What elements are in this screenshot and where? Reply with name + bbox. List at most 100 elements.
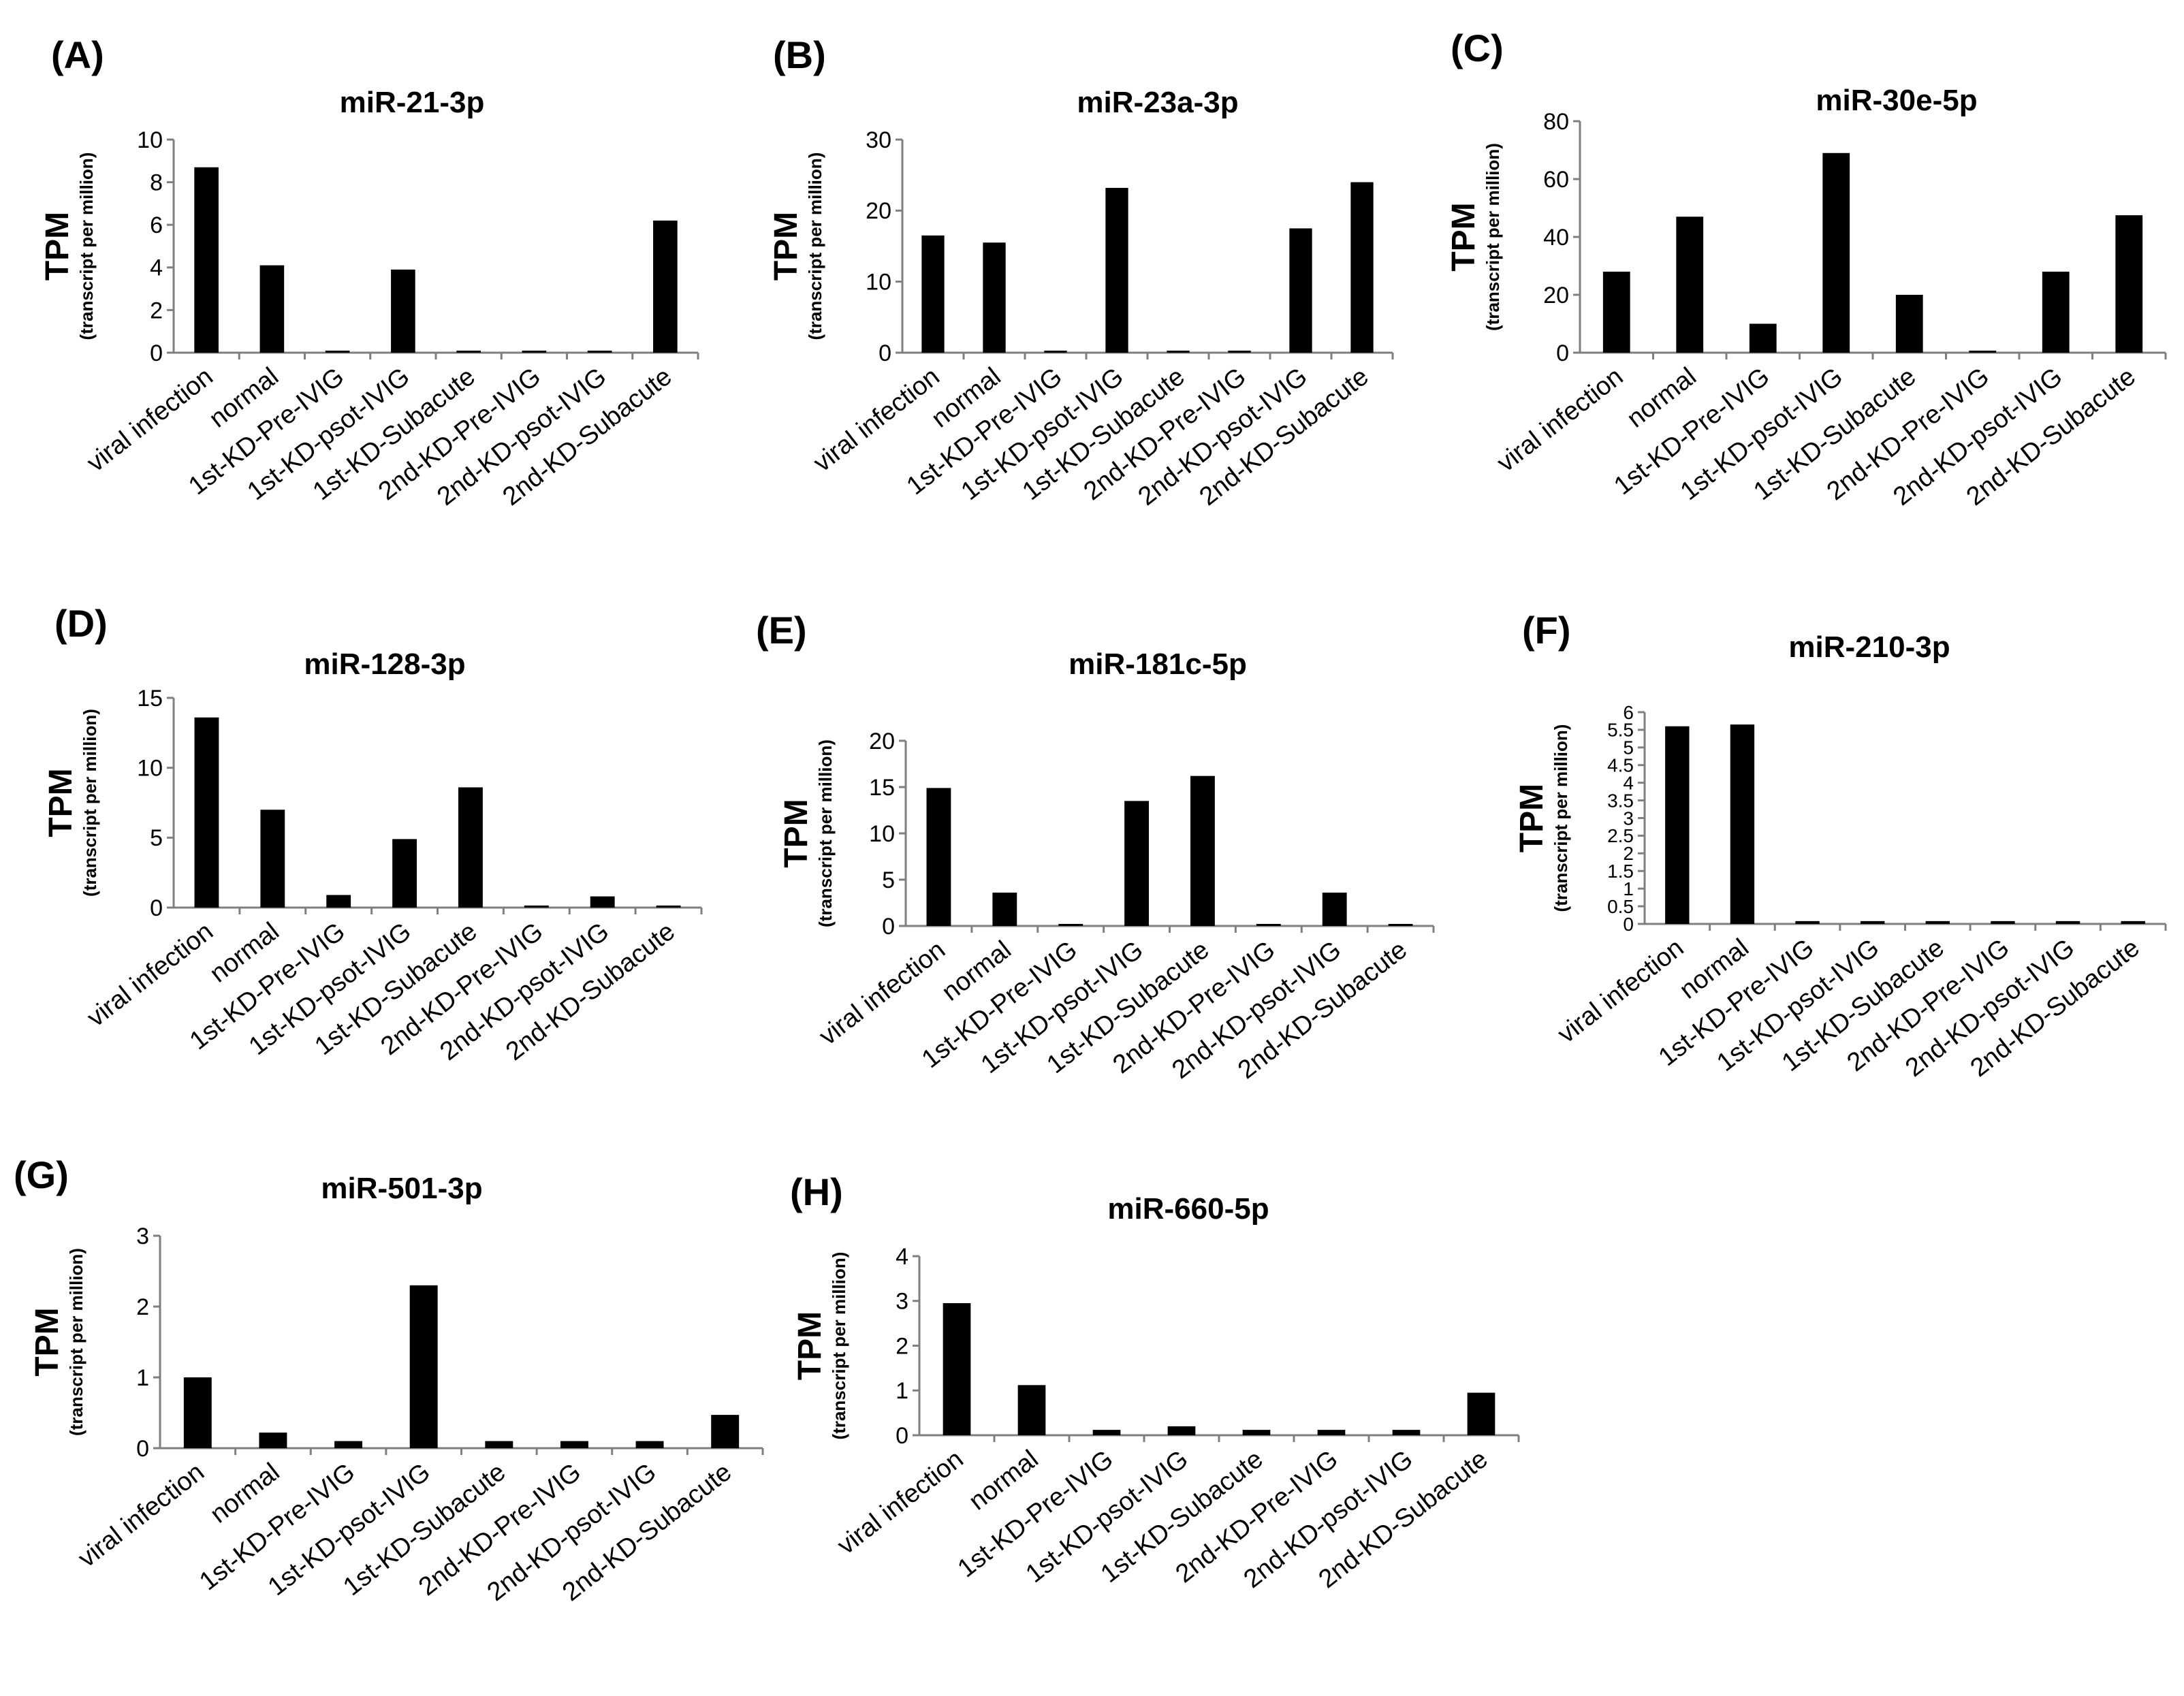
y-axis-title: TPM	[1446, 202, 1482, 271]
y-axis-subtitle: (transcript per million)	[1483, 143, 1503, 331]
y-tick-label: 8	[150, 170, 163, 196]
y-tick-label: 5	[882, 867, 895, 893]
y-tick-label: 3	[896, 1289, 908, 1315]
panel-label: (G)	[14, 1153, 69, 1196]
bar-8	[2115, 215, 2143, 353]
bar-2	[983, 242, 1006, 353]
bar-3	[1795, 921, 1820, 924]
bar-3	[1749, 323, 1777, 353]
bar-4	[1167, 1426, 1196, 1435]
bar-4	[1822, 153, 1850, 353]
bar-2	[1730, 724, 1755, 924]
bar-7	[2055, 921, 2080, 924]
y-axis-subtitle: (transcript per million)	[815, 739, 836, 927]
y-tick-label: 10	[137, 756, 163, 782]
chart-title: miR-21-3p	[340, 86, 485, 119]
bar-4	[1860, 921, 1885, 924]
y-axis-title: TPM	[768, 212, 804, 281]
chart-title: miR-128-3p	[304, 647, 465, 681]
y-tick-label: 1.5	[1607, 861, 1634, 882]
bar-6	[1317, 1430, 1346, 1435]
y-tick-label: 2	[1623, 843, 1634, 864]
bar-6	[524, 906, 549, 908]
bar-8	[653, 220, 678, 353]
bar-7	[590, 896, 615, 908]
chart-panel-g: (G) miR-501-3p TPM (transcript per million)…	[14, 1153, 764, 1607]
y-tick-label: 20	[1543, 283, 1569, 308]
bar-8	[2121, 921, 2145, 924]
bar-1	[926, 788, 951, 926]
y-tick-label: 0	[1556, 340, 1569, 366]
y-tick-label: 4	[896, 1244, 908, 1270]
bar-3	[334, 1441, 363, 1448]
bar-7	[1289, 228, 1312, 353]
bar-4	[409, 1285, 438, 1448]
y-tick-label: 0	[879, 340, 891, 366]
y-tick-label: 15	[137, 686, 163, 711]
y-tick-label: 4	[150, 255, 163, 281]
chart-title: miR-660-5p	[1107, 1192, 1269, 1226]
y-tick-label: 40	[1543, 225, 1569, 251]
bar-2	[1017, 1385, 1046, 1435]
bar-8	[1350, 182, 1374, 353]
chart-panel-f: (F) miR-210-3p TPM (transcript per million)…	[1514, 609, 2167, 1083]
bar-6	[1256, 924, 1281, 926]
y-tick-label: 6	[1623, 702, 1634, 723]
chart-panel-d: (D) miR-128-3p TPM (transcript per million)…	[43, 602, 703, 1066]
bar-5	[456, 351, 481, 353]
bar-4	[392, 839, 417, 908]
bar-1	[943, 1303, 971, 1435]
y-tick-label: 5.5	[1607, 720, 1634, 741]
y-tick-label: 1	[136, 1365, 149, 1391]
bar-7	[2042, 272, 2070, 353]
bar-6	[560, 1441, 588, 1448]
y-tick-label: 3.5	[1607, 790, 1634, 811]
x-category-label: viral infection	[73, 1458, 210, 1573]
y-axis-title: TPM	[39, 212, 76, 281]
chart-title: miR-181c-5p	[1069, 647, 1247, 681]
bar-8	[1467, 1392, 1495, 1435]
bar-7	[1322, 893, 1347, 926]
chart-panel-b: (B) miR-23a-3p TPM (transcript per million)…	[768, 33, 1394, 511]
y-tick-label: 20	[866, 198, 891, 224]
y-axis-title: TPM	[778, 799, 814, 867]
bar-8	[1388, 924, 1413, 926]
bar-3	[325, 351, 350, 353]
bar-6	[1991, 921, 2015, 924]
bar-4	[1105, 187, 1128, 353]
bar-1	[1665, 726, 1690, 924]
bar-5	[1190, 775, 1215, 926]
y-tick-label: 0	[150, 340, 163, 366]
y-tick-label: 4	[1623, 772, 1634, 793]
y-tick-label: 10	[869, 821, 895, 847]
bar-5	[485, 1441, 513, 1448]
bar-1	[194, 717, 219, 908]
y-tick-label: 20	[869, 729, 895, 754]
x-category-label: viral infection	[832, 1445, 969, 1561]
chart-panel-h: (H) miR-660-5p TPM (transcript per million)…	[790, 1170, 1520, 1594]
bar-1	[194, 167, 219, 353]
y-tick-label: 80	[1543, 109, 1569, 135]
panel-label: (A)	[51, 33, 104, 76]
y-axis-subtitle: (transcript per million)	[76, 153, 97, 340]
y-axis-title: TPM	[1514, 784, 1550, 852]
bar-7	[587, 351, 612, 353]
panel-label: (B)	[773, 33, 826, 76]
y-tick-label: 3	[1623, 807, 1634, 829]
y-tick-label: 60	[1543, 167, 1569, 193]
y-tick-label: 1	[896, 1378, 908, 1404]
x-category-label: viral infection	[1492, 362, 1629, 478]
bar-3	[326, 895, 351, 908]
x-category-label: viral infection	[814, 935, 951, 1051]
bar-2	[260, 810, 285, 908]
y-tick-label: 3	[136, 1223, 149, 1249]
chart-title: miR-30e-5p	[1816, 84, 1977, 117]
bar-2	[992, 893, 1017, 926]
bar-4	[391, 269, 415, 353]
panel-label: (F)	[1522, 609, 1571, 652]
bar-7	[1392, 1430, 1421, 1435]
bar-7	[635, 1441, 664, 1448]
y-axis-subtitle: (transcript per million)	[805, 153, 825, 340]
bar-6	[1969, 351, 1997, 353]
